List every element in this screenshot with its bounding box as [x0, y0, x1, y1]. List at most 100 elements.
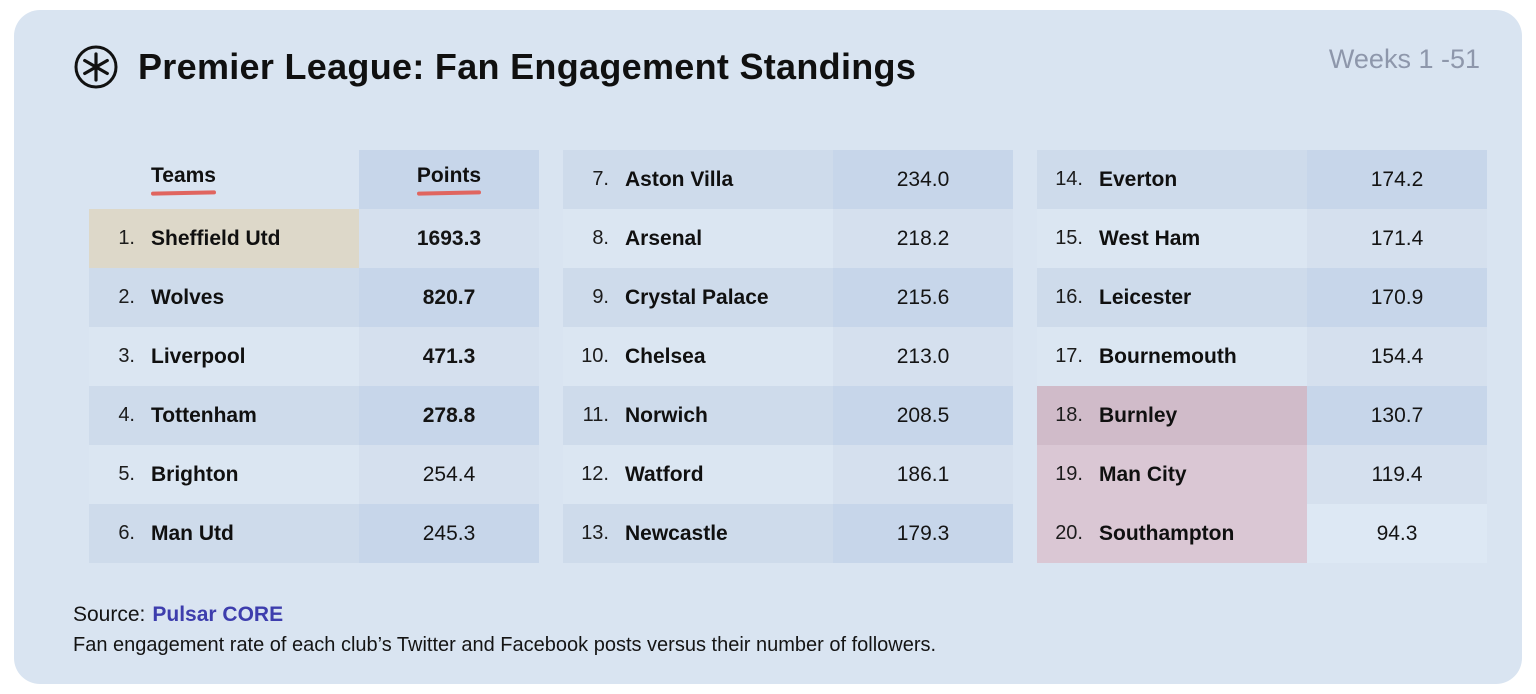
- team-cell-highlight-bottom: 18. Burnley: [1037, 386, 1307, 445]
- standings-card: Premier League: Fan Engagement Standings…: [14, 10, 1522, 684]
- table-row: 5. Brighton 254.4: [89, 445, 539, 504]
- table-row: 19. Man City 119.4: [1037, 445, 1487, 504]
- team-cell-highlight-leader: 1. Sheffield Utd: [89, 209, 359, 268]
- teams-header-cell: Teams: [89, 150, 359, 209]
- points-value: 820.7: [359, 268, 539, 327]
- points-header-label: Points: [416, 164, 482, 187]
- team-name: Leicester: [1099, 285, 1192, 309]
- rank-label: 12.: [581, 463, 609, 485]
- weeks-range-label: Weeks 1 -51: [1328, 44, 1480, 74]
- table-header-row: Teams Points: [89, 150, 539, 209]
- table-row: 18. Burnley 130.7: [1037, 386, 1487, 445]
- table-row: 7. Aston Villa 234.0: [563, 150, 1013, 209]
- table-row: 13. Newcastle 179.3: [563, 504, 1013, 563]
- teams-column-header: Teams: [150, 164, 217, 196]
- team-name: Brighton: [151, 462, 239, 486]
- points-value: 278.8: [359, 386, 539, 445]
- team-name: Norwich: [625, 403, 708, 427]
- team-name: Watford: [625, 462, 704, 486]
- table-row: 17. Bournemouth 154.4: [1037, 327, 1487, 386]
- team-name: Chelsea: [625, 344, 706, 368]
- table-column-group-2: 7. Aston Villa 234.0 8. Arsenal 218.2 9.…: [563, 150, 1013, 563]
- rank-label: 6.: [118, 522, 135, 544]
- team-cell: 14. Everton: [1037, 150, 1307, 209]
- table-row: 15. West Ham 171.4: [1037, 209, 1487, 268]
- table-row: 4. Tottenham 278.8: [89, 386, 539, 445]
- team-name: Man City: [1099, 462, 1187, 486]
- source-link[interactable]: Pulsar CORE: [152, 603, 284, 626]
- rank-label: 7.: [592, 168, 609, 190]
- team-cell: 15. West Ham: [1037, 209, 1307, 268]
- footer: Source: Pulsar CORE Fan engagement rate o…: [73, 603, 1492, 657]
- team-name: Southampton: [1099, 521, 1235, 545]
- rank-label: 2.: [118, 286, 135, 308]
- points-value: 186.1: [833, 445, 1013, 504]
- rank-label: 20.: [1055, 522, 1083, 544]
- points-value: 179.3: [833, 504, 1013, 563]
- team-cell: 13. Newcastle: [563, 504, 833, 563]
- points-value: 174.2: [1307, 150, 1487, 209]
- team-name: Aston Villa: [625, 167, 734, 191]
- table-column-group-3: 14. Everton 174.2 15. West Ham 171.4 16.…: [1037, 150, 1487, 563]
- table-row: 2. Wolves 820.7: [89, 268, 539, 327]
- rank-label: 8.: [592, 227, 609, 249]
- rank-label: 13.: [581, 522, 609, 544]
- points-value: 1693.3: [359, 209, 539, 268]
- rank-label: 11.: [582, 404, 609, 426]
- rank-label: 1.: [118, 227, 135, 249]
- team-name: Newcastle: [625, 521, 728, 545]
- team-cell: 2. Wolves: [89, 268, 359, 327]
- team-cell: 9. Crystal Palace: [563, 268, 833, 327]
- pulsar-asterisk-logo-icon: [73, 44, 119, 90]
- team-name: Liverpool: [151, 344, 246, 368]
- team-cell: 10. Chelsea: [563, 327, 833, 386]
- team-cell: 7. Aston Villa: [563, 150, 833, 209]
- points-value: 218.2: [833, 209, 1013, 268]
- team-cell: 17. Bournemouth: [1037, 327, 1307, 386]
- table-row: 10. Chelsea 213.0: [563, 327, 1013, 386]
- page-title: Premier League: Fan Engagement Standings: [138, 46, 917, 87]
- table-row: 16. Leicester 170.9: [1037, 268, 1487, 327]
- table-row: 20. Southampton 94.3: [1037, 504, 1487, 563]
- table-row: 3. Liverpool 471.3: [89, 327, 539, 386]
- team-name: Arsenal: [625, 226, 703, 250]
- rank-label: 17.: [1055, 345, 1083, 367]
- source-label: Source:: [73, 603, 146, 626]
- team-name: Tottenham: [151, 403, 257, 427]
- title-wrap: Premier League: Fan Engagement Standings: [73, 44, 916, 90]
- team-name: Crystal Palace: [625, 285, 769, 309]
- header-bar: Premier League: Fan Engagement Standings…: [73, 44, 1492, 90]
- red-underline-decoration: [150, 190, 217, 196]
- points-header-cell: Points: [359, 150, 539, 209]
- team-name: Wolves: [151, 285, 225, 309]
- rank-label: 10.: [581, 345, 609, 367]
- points-value: 154.4: [1307, 327, 1487, 386]
- team-name: West Ham: [1099, 226, 1201, 250]
- points-value: 234.0: [833, 150, 1013, 209]
- rank-label: 3.: [118, 345, 135, 367]
- points-value: 208.5: [833, 386, 1013, 445]
- table-row: 12. Watford 186.1: [563, 445, 1013, 504]
- points-column-header: Points: [416, 164, 482, 196]
- rank-label: 19.: [1055, 463, 1083, 485]
- table-row: 6. Man Utd 245.3: [89, 504, 539, 563]
- table-row: 14. Everton 174.2: [1037, 150, 1487, 209]
- team-cell-highlight-bottom: 19. Man City: [1037, 445, 1307, 504]
- team-cell: 3. Liverpool: [89, 327, 359, 386]
- points-value: 94.3: [1307, 504, 1487, 563]
- rank-label: 14.: [1055, 168, 1083, 190]
- team-cell: 16. Leicester: [1037, 268, 1307, 327]
- rank-label: 9.: [592, 286, 609, 308]
- rank-label: 15.: [1055, 227, 1083, 249]
- team-name: Everton: [1099, 167, 1178, 191]
- rank-label: 5.: [118, 463, 135, 485]
- team-name: Sheffield Utd: [151, 226, 281, 250]
- team-name: Man Utd: [151, 521, 234, 545]
- teams-header-label: Teams: [151, 164, 216, 187]
- points-value: 254.4: [359, 445, 539, 504]
- team-cell: 11. Norwich: [563, 386, 833, 445]
- team-name: Bournemouth: [1099, 344, 1237, 368]
- points-value: 213.0: [833, 327, 1013, 386]
- table-row: 11. Norwich 208.5: [563, 386, 1013, 445]
- team-cell: 5. Brighton: [89, 445, 359, 504]
